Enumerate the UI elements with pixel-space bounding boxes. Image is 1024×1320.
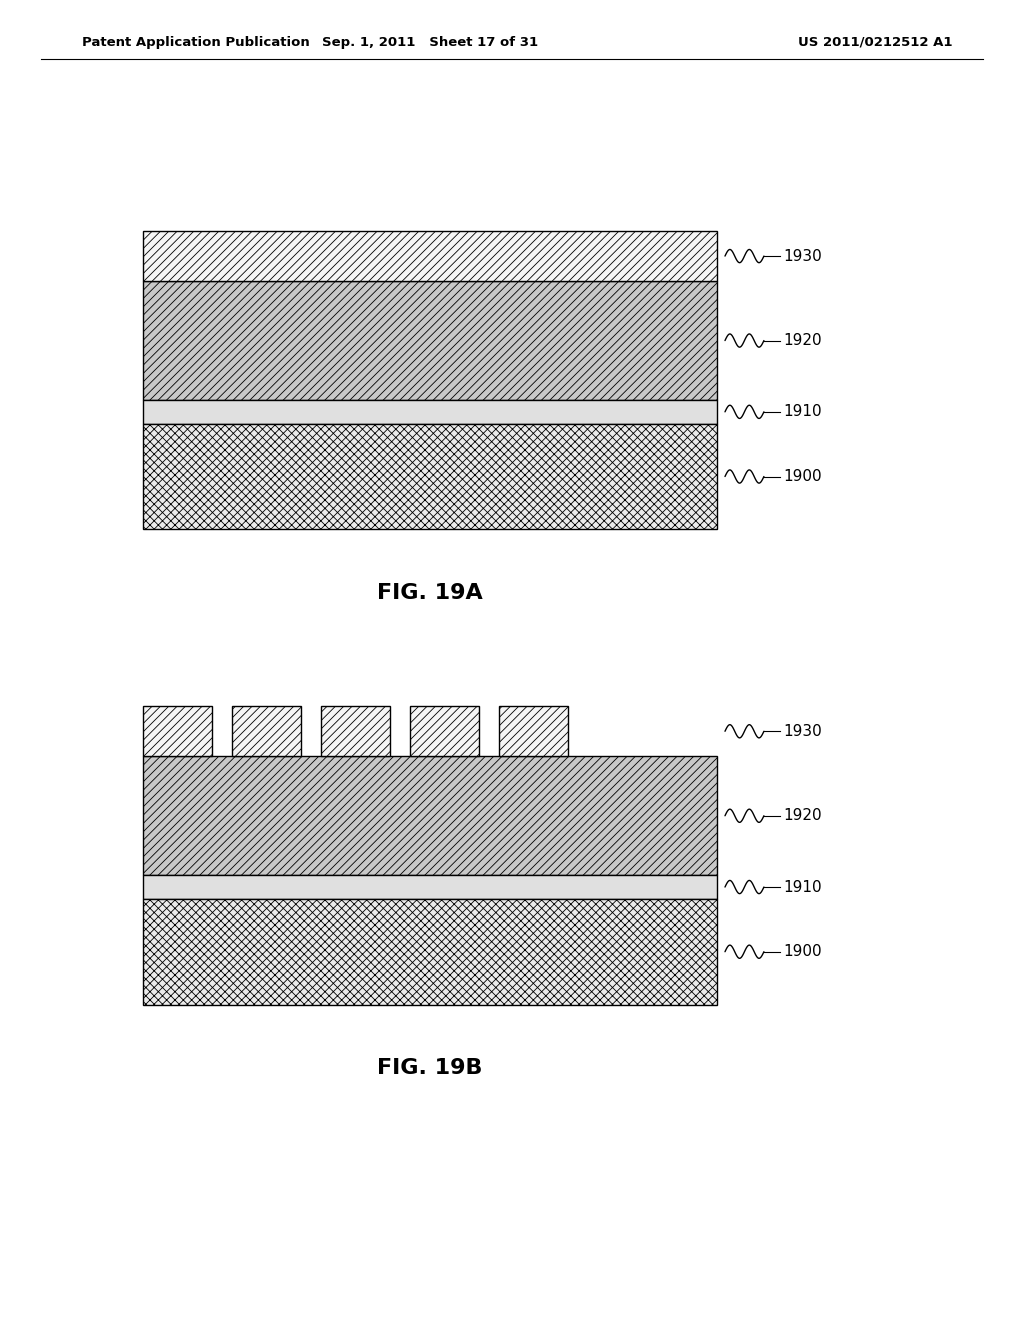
Bar [143,899,717,1005]
Bar [143,756,717,875]
Text: US 2011/0212512 A1: US 2011/0212512 A1 [798,36,952,49]
Text: 1920: 1920 [783,808,822,824]
Bar [143,706,212,756]
Bar [143,400,717,424]
Text: 1910: 1910 [783,879,822,895]
Bar [143,231,717,281]
Text: 1910: 1910 [783,404,822,420]
Text: FIG. 19B: FIG. 19B [377,1057,483,1078]
Text: 1900: 1900 [783,469,822,484]
Bar [499,706,567,756]
Bar [410,706,479,756]
Bar [143,875,717,899]
Bar [143,281,717,400]
Bar [232,706,301,756]
Text: Sep. 1, 2011   Sheet 17 of 31: Sep. 1, 2011 Sheet 17 of 31 [322,36,539,49]
Bar [322,706,390,756]
Bar [143,424,717,529]
Text: 1930: 1930 [783,248,822,264]
Text: 1920: 1920 [783,333,822,348]
Text: 1930: 1930 [783,723,822,739]
Text: FIG. 19A: FIG. 19A [377,582,483,603]
Text: Patent Application Publication: Patent Application Publication [82,36,309,49]
Text: 1900: 1900 [783,944,822,960]
